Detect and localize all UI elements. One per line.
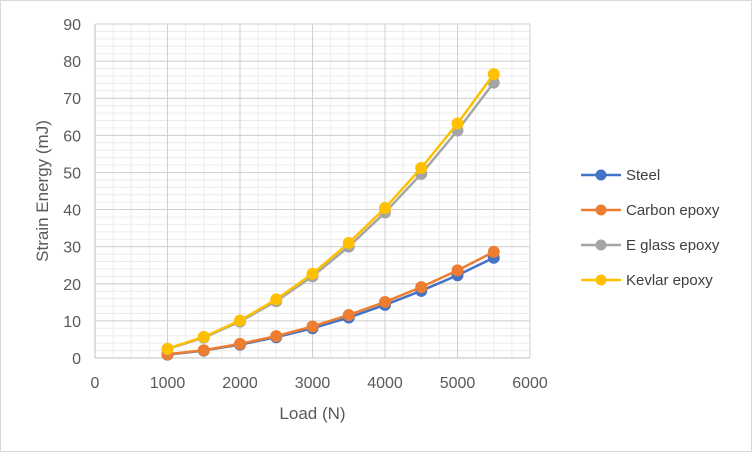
x-tick-label: 6000 [512,375,548,392]
data-point [161,342,174,355]
series-kevlar-epoxy [161,68,500,355]
y-tick-label: 30 [63,240,81,257]
data-point [234,314,246,327]
y-tick-label: 60 [63,128,81,145]
y-tick-label: 0 [72,351,81,368]
legend-item: Carbon epoxy [581,202,720,219]
data-point [197,330,210,343]
y-axis-title: Strain Energy (mJ) [33,120,52,262]
series-line [167,73,495,350]
data-point [342,236,355,249]
legend-item: Steel [581,167,660,184]
legend-item: E glass epoxy [581,237,720,254]
legend: Steel Carbon epoxy E glass epoxy Kevlar epo… [581,167,720,289]
x-axis-title: Load (N) [279,404,345,423]
x-tick-label: 0 [91,375,100,392]
x-tick-label: 4000 [367,375,403,392]
legend-label: Carbon epoxy [626,202,720,219]
data-point [234,337,246,350]
data-point [487,68,500,81]
data-point [379,295,391,308]
x-tick-label: 5000 [440,375,476,392]
legend-swatch-marker [595,239,607,251]
legend-label: E glass epoxy [626,237,720,254]
legend-item: Kevlar epoxy [581,272,713,289]
y-tick-label: 80 [63,54,81,71]
y-tick-label: 50 [63,165,81,182]
legend-swatch-marker [595,274,607,286]
legend-swatch-marker [595,204,607,216]
x-tick-label: 3000 [295,375,331,392]
y-tick-label: 90 [63,17,81,34]
y-tick-label: 70 [63,91,81,108]
series-group [161,68,500,361]
data-point [415,281,428,294]
data-point [451,117,464,130]
data-point [379,202,391,215]
legend-label: Kevlar epoxy [626,272,713,289]
data-point [270,293,283,306]
y-tick-label: 20 [63,277,81,294]
data-point [342,308,355,321]
x-tick-label: 1000 [150,375,186,392]
legend-swatch-marker [595,169,607,181]
data-point [270,330,283,343]
data-point [415,161,428,174]
legend-label: Steel [626,167,660,184]
y-tick-label: 10 [63,314,81,331]
data-point [451,264,464,277]
series-line [167,250,495,356]
data-point [487,245,500,258]
data-point [306,267,319,280]
data-point [197,344,210,357]
major-gridlines [94,23,531,359]
x-tick-label: 2000 [222,375,258,392]
y-tick-label: 40 [63,203,81,220]
tick-labels: 0 1000 2000 3000 4000 5000 6000 0 10 20 30 40 50 60 70… [63,17,548,392]
data-point [306,320,319,333]
